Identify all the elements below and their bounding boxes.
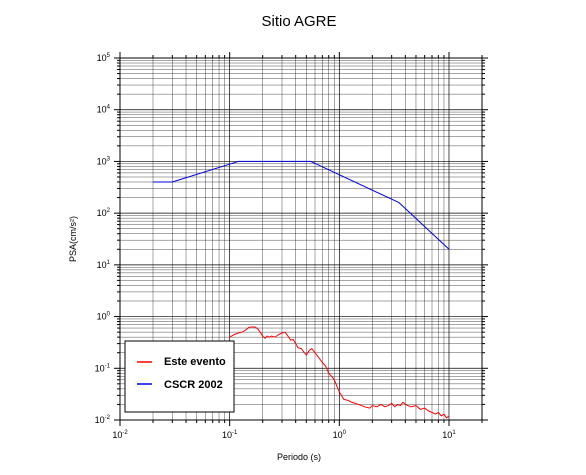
y-tick-label: 105: [97, 53, 111, 63]
y-tick-label: 101: [97, 260, 111, 270]
chart-title: Sitio AGRE: [261, 13, 336, 30]
series-group: [153, 160, 450, 419]
x-tick-label-base: 10: [222, 430, 232, 440]
x-tick-label-base: 10: [442, 430, 452, 440]
y-tick-label: 10-2: [95, 415, 111, 425]
x-tick-label-base: 10: [333, 430, 343, 440]
x-axis-label: Periodo (s): [277, 452, 321, 462]
x-tick-label: 10-2: [112, 430, 128, 440]
series-line-cscr-2002: [153, 160, 450, 250]
plot-area: [119, 57, 483, 421]
y-tick-label-base: 10: [97, 260, 107, 270]
y-tick-label-exp: 2: [107, 208, 111, 214]
y-tick-label-base: 10: [95, 415, 105, 425]
y-tick-label-base: 10: [97, 105, 107, 115]
x-tick-label-exp: -1: [232, 430, 238, 436]
x-tick-labels: 10-2 10-1 100 101: [112, 430, 456, 440]
legend-box: [124, 340, 235, 413]
y-tick-label-exp: 4: [107, 105, 111, 111]
x-tick-label: 100: [333, 430, 347, 440]
legend-label-este-evento: Este evento: [164, 356, 226, 368]
y-tick-label-base: 10: [97, 53, 107, 63]
series-line-este-evento: [229, 326, 450, 419]
y-tick-label-base: 10: [97, 312, 107, 322]
y-tick-label-exp: 3: [107, 156, 111, 162]
x-tick-label: 10-1: [222, 430, 238, 440]
x-tick-label: 101: [442, 430, 456, 440]
y-tick-label: 102: [97, 208, 111, 218]
y-tick-label-base: 10: [97, 156, 107, 166]
legend-label-cscr-2002: CSCR 2002: [164, 379, 223, 391]
y-tick-label: 104: [97, 105, 111, 115]
x-tick-label-exp: -2: [122, 430, 128, 436]
y-tick-label-exp: -2: [105, 415, 111, 421]
y-tick-label: 10-1: [95, 363, 111, 373]
y-tick-label-base: 10: [97, 208, 107, 218]
y-tick-label: 100: [97, 312, 111, 322]
axis-ticks: [114, 52, 488, 426]
x-tick-label-base: 10: [112, 430, 122, 440]
x-tick-label-exp: 1: [452, 430, 456, 436]
y-tick-label-exp: 1: [107, 260, 111, 266]
legend: Este evento CSCR 2002: [124, 340, 235, 413]
y-tick-label: 103: [97, 156, 111, 166]
y-tick-label-exp: 0: [107, 312, 111, 318]
y-tick-label-exp: 5: [107, 53, 111, 59]
x-tick-label-exp: 0: [343, 430, 347, 436]
y-axis-label: PSA(cm/s²): [68, 216, 78, 262]
y-tick-label-base: 10: [95, 363, 105, 373]
y-tick-label-exp: -1: [105, 363, 111, 369]
